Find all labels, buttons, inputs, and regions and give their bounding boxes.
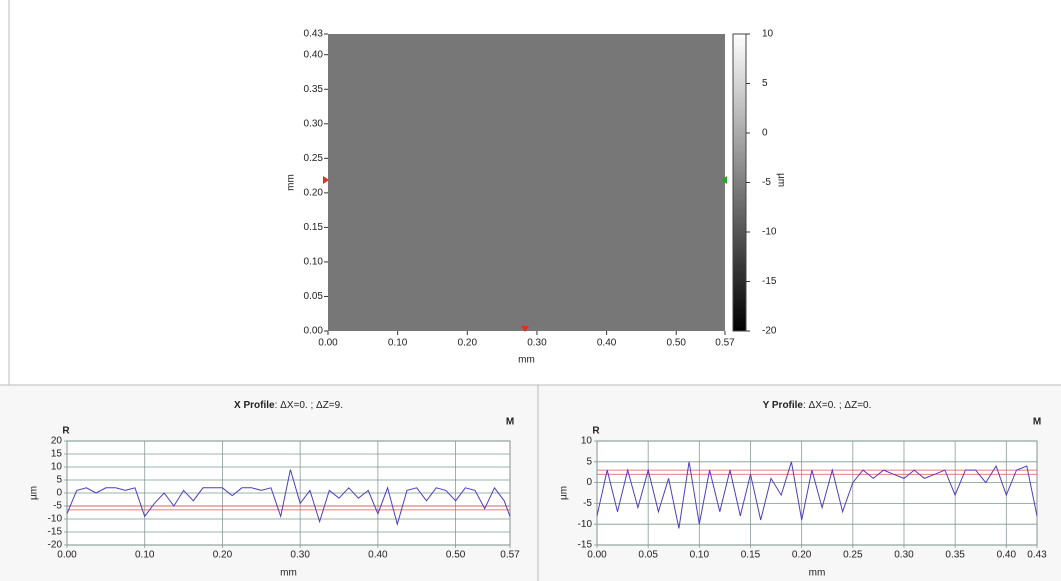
y-tick-label: 0.05 (304, 291, 324, 302)
y-tick-label: 15 (51, 449, 63, 460)
x-tick-label: 0.20 (213, 550, 233, 561)
y-tick-label: 0.10 (304, 257, 324, 268)
y-tick-label: 0.40 (304, 49, 324, 60)
title-detail: : ΔX=0. ; ΔZ=9. (275, 400, 343, 411)
profile-line (66, 469, 511, 527)
x-tick-label: 0.05 (638, 550, 658, 561)
y-tick-label: 0.35 (304, 84, 324, 95)
y-tick-label: 0.43 (304, 29, 324, 40)
cursor-marker (323, 176, 329, 184)
x-tick-label: 0.00 (587, 550, 607, 561)
x-axis-label: mm (809, 568, 826, 579)
x-tick-label: 0.40 (597, 338, 617, 349)
y-tick-label: 5 (56, 475, 62, 486)
surface-texture (328, 34, 725, 331)
x-axis-label: mm (280, 568, 297, 579)
title-main: Y Profile (763, 400, 804, 411)
plot-area (596, 440, 1038, 546)
right-marker: M (1033, 417, 1041, 428)
colorbar-tick-label: 10 (762, 29, 774, 40)
x-tick-label: 0.25 (843, 550, 863, 561)
left-marker: R (592, 426, 600, 437)
x-tick-label: 0.15 (741, 550, 761, 561)
y-tick-label: -5 (53, 501, 62, 512)
chart-title: X Profile: ΔX=0. ; ΔZ=9. (234, 400, 343, 411)
y-tick-label: 20 (51, 436, 63, 447)
x-tick-label: 0.30 (894, 550, 914, 561)
y-tick-label: 5 (586, 456, 592, 467)
x-tick-label: 0.50 (446, 550, 466, 561)
colorbar-tick-label: -10 (762, 227, 777, 238)
y-tick-label: 0.20 (304, 188, 324, 199)
y-tick-label: 10 (581, 436, 593, 447)
x-tick-label: 0.30 (527, 338, 547, 349)
y-tick-label: -15 (578, 540, 593, 551)
y-axis-label: mm (286, 174, 297, 191)
y-tick-label: -10 (48, 514, 63, 525)
right-marker: M (506, 417, 514, 428)
profile-line (596, 461, 1038, 529)
colorbar-tick-label: 0 (762, 128, 768, 139)
cursor-marker (721, 176, 727, 184)
x-tick-label: 0.40 (368, 550, 388, 561)
y-axis-label: µm (559, 486, 570, 500)
colorbar-label: µm (775, 173, 786, 187)
x-tick-label: 0.43 (1027, 550, 1047, 561)
colorbar (732, 33, 747, 332)
x-tick-label: 0.57 (500, 550, 520, 561)
y-tick-label: 0.25 (304, 153, 324, 164)
x-tick-label: 0.20 (792, 550, 812, 561)
x-tick-label: 0.10 (135, 550, 155, 561)
colorbar-tick-label: 5 (762, 78, 768, 89)
y-tick-label: -20 (48, 540, 63, 551)
cursor-marker (521, 326, 529, 332)
colorbar-tick-label: -5 (762, 177, 771, 188)
y-tick-label: -15 (48, 527, 63, 538)
y-tick-label: 0 (56, 488, 62, 499)
colorbar-tick-label: -15 (762, 276, 777, 287)
x-axis-label: mm (518, 355, 535, 366)
y-tick-label: 0.00 (304, 326, 324, 337)
x-tick-label: 0.35 (945, 550, 965, 561)
y-tick-label: 0.30 (304, 118, 324, 129)
x-tick-label: 0.10 (388, 338, 408, 349)
title-main: X Profile (234, 400, 275, 411)
y-tick-label: 10 (51, 462, 63, 473)
left-marker: R (62, 426, 70, 437)
x-tick-label: 0.00 (318, 338, 338, 349)
x-tick-label: 0.10 (690, 550, 710, 561)
chart-title: Y Profile: ΔX=0. ; ΔZ=0. (763, 400, 872, 411)
title-detail: : ΔX=0. ; ΔZ=0. (803, 400, 871, 411)
y-tick-label: -10 (578, 519, 593, 530)
x-tick-label: 0.30 (290, 550, 310, 561)
y-tick-label: -5 (583, 498, 592, 509)
x-tick-label: 0.57 (715, 338, 735, 349)
x-tick-label: 0.20 (458, 338, 478, 349)
y-tick-label: 0.15 (304, 222, 324, 233)
y-axis-label: µm (29, 486, 40, 500)
y-tick-label: 0 (586, 477, 592, 488)
x-tick-label: 0.00 (57, 550, 77, 561)
colorbar-tick-label: -20 (762, 326, 777, 337)
x-tick-label: 0.40 (997, 550, 1017, 561)
x-tick-label: 0.50 (667, 338, 687, 349)
